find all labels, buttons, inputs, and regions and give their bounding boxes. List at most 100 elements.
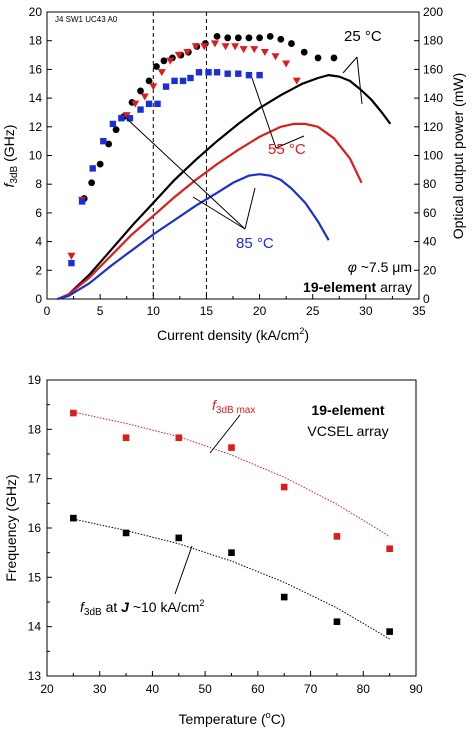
leader-85-b (192, 196, 246, 230)
leader-55-a (251, 77, 277, 149)
x-tick-label-bottom: 20 (40, 682, 54, 696)
power-curve (57, 173, 330, 301)
point-f10 (280, 593, 288, 601)
point-fmax (386, 545, 393, 553)
point-fmax (175, 434, 183, 442)
x-tick-label-top: 35 (412, 304, 426, 318)
leader-85-a (125, 117, 246, 230)
x-tick-label-bottom: 40 (146, 682, 160, 696)
point-55c (231, 43, 240, 51)
leader-fmax (209, 414, 241, 454)
annotation-leaders (125, 56, 363, 230)
y-tick-label-left-top: 10 (29, 149, 43, 163)
point-f10 (333, 618, 341, 626)
point-85c (224, 70, 231, 77)
point-85c (68, 259, 75, 267)
point-55c (200, 43, 209, 51)
point-55c (271, 53, 280, 61)
point-fmax (228, 444, 235, 451)
y-tick-label-left-top: 16 (29, 62, 43, 76)
y-tick-label-left-top: 4 (35, 235, 42, 249)
label-55c: 55 °C (268, 141, 306, 158)
y-tick-label-right-top: 20 (423, 263, 437, 277)
x-tick-label-bottom: 80 (357, 682, 371, 696)
annotation-leaders-bottom (174, 414, 241, 595)
y-tick-label-right-top: 120 (423, 120, 443, 134)
point-55c (157, 69, 166, 77)
plot-frame-top (46, 11, 420, 300)
label-25c: 25 °C (344, 28, 382, 45)
point-55c (260, 48, 269, 56)
x-tick-label-bottom: 70 (304, 682, 318, 696)
y-tick-label-bottom: 19 (28, 373, 42, 387)
x-axis-label-bottom: Temperature (oC) (179, 710, 286, 727)
point-25c (245, 34, 253, 42)
point-85c (154, 100, 161, 108)
label-array-bottom-1: 19-element (311, 402, 384, 418)
point-25c (288, 40, 295, 47)
point-25c (314, 54, 322, 62)
point-25c (153, 63, 160, 70)
point-85c (213, 69, 221, 76)
point-f10 (70, 514, 77, 522)
chart-top: 0 5 10 15 20 25 30 3502468101214161820020406080… (1, 5, 466, 343)
point-85c (100, 137, 107, 145)
point-85c (205, 69, 212, 76)
point-25c (277, 35, 285, 43)
point-25c (234, 34, 242, 42)
y-axis-label-bottom: Frequency (GHz) (3, 474, 19, 581)
y-tick-label-left-top: 2 (35, 263, 42, 277)
y-tick-label-left-top: 8 (35, 177, 42, 191)
y-tick-label-bottom: 17 (28, 472, 42, 486)
x-tick-label-top: 20 (253, 304, 267, 318)
y-tick-label-left-top: 20 (29, 5, 43, 19)
point-55c (221, 43, 230, 51)
point-f10 (122, 529, 130, 537)
point-85c (235, 70, 242, 77)
point-85c (187, 74, 194, 82)
x-tick-label-top: 5 (97, 304, 104, 318)
point-f10 (386, 628, 393, 635)
point-85c (89, 165, 96, 172)
point-55c (292, 77, 301, 85)
point-25c (112, 126, 120, 134)
y-tick-label-bottom: 13 (28, 669, 42, 683)
point-f10 (228, 549, 235, 556)
leader-25-a (342, 56, 358, 74)
x-tick-label-bottom: 90 (409, 682, 423, 696)
y-tick-label-right-top: 60 (423, 206, 437, 220)
y-tick-label-right-top: 140 (423, 91, 443, 105)
y-tick-label-bottom: 14 (28, 620, 42, 634)
point-25c (256, 34, 263, 42)
fit-line-fmax (73, 411, 390, 537)
point-25c (88, 179, 96, 187)
y-tick-label-left-top: 0 (35, 292, 42, 306)
point-85c (78, 198, 86, 205)
point-25c (213, 32, 221, 40)
point-25c (266, 32, 274, 40)
power-curve (57, 122, 363, 301)
point-85c (137, 106, 144, 113)
x-tick-label-top: 30 (359, 304, 373, 318)
x-tick-label-top: 0 (44, 304, 51, 318)
y-tick-label-right-top: 80 (423, 177, 437, 191)
x-tick-label-top: 25 (306, 304, 320, 318)
point-55c (239, 46, 248, 54)
point-85c (145, 100, 153, 108)
point-55c (210, 40, 219, 48)
point-85c (171, 77, 178, 85)
leader-85-c (244, 187, 256, 230)
leader-25-b (356, 56, 363, 105)
point-55c (166, 57, 175, 65)
corner-label: J4 SW1 UC43 A0 (55, 15, 118, 24)
point-fmax (280, 483, 288, 491)
leader-f10 (174, 545, 193, 595)
y-tick-label-left-top: 12 (29, 120, 43, 134)
y-tick-label-bottom: 18 (28, 422, 42, 436)
point-55c (282, 60, 291, 68)
y-tick-label-right-top: 0 (423, 292, 430, 306)
point-55c (140, 93, 149, 101)
point-85c (126, 114, 134, 122)
